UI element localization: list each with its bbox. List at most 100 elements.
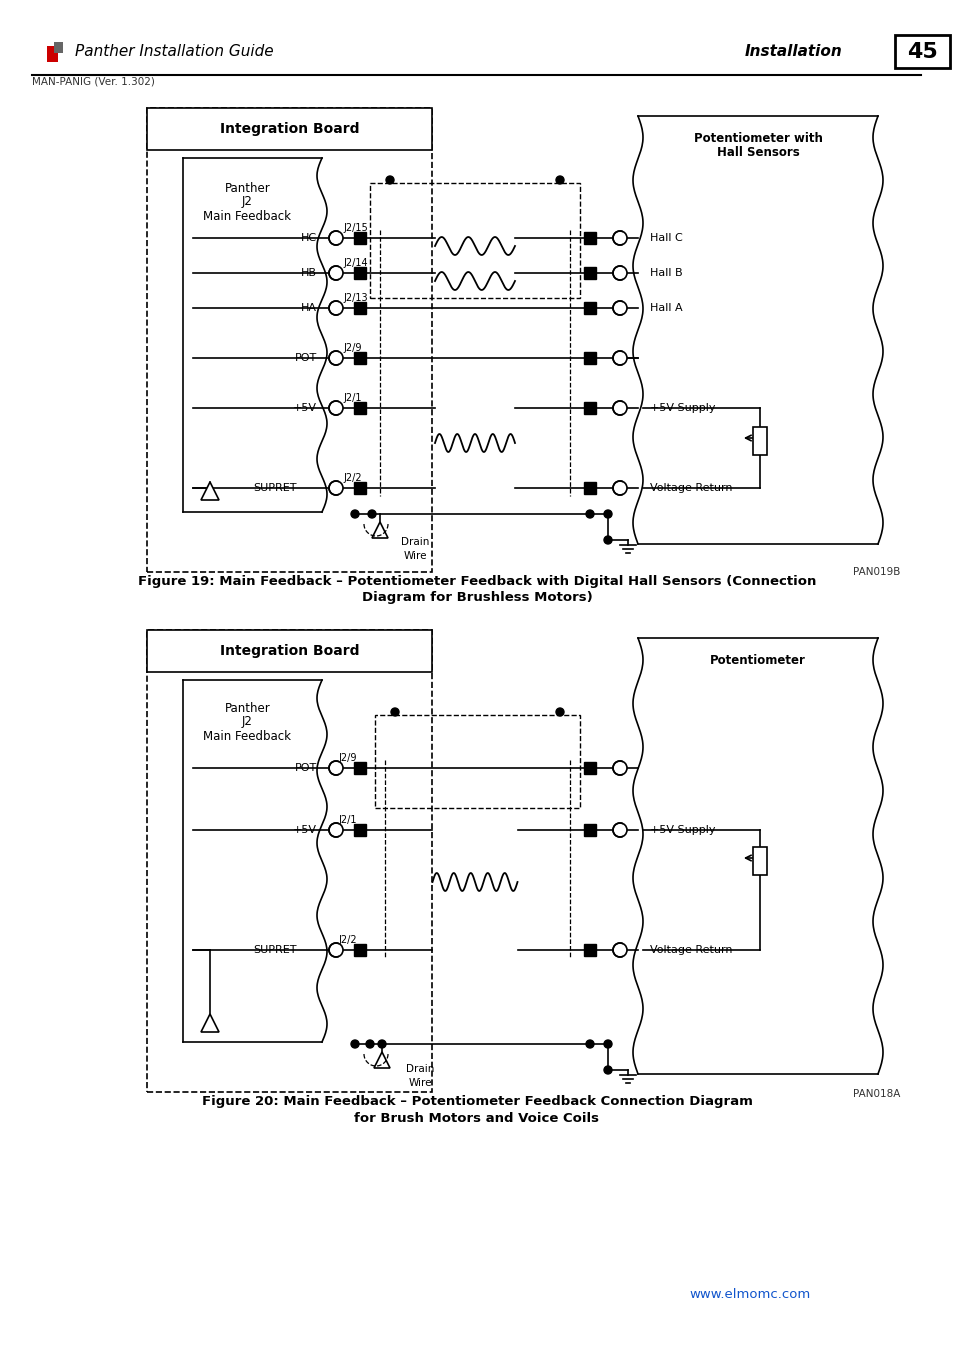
Bar [583, 232, 596, 244]
Text: Wire: Wire [403, 551, 426, 562]
Bar [375, 716, 579, 809]
Bar [354, 944, 366, 956]
Bar [354, 482, 366, 494]
Circle shape [603, 1040, 612, 1048]
Circle shape [368, 510, 375, 518]
Text: Integration Board: Integration Board [219, 644, 359, 657]
Text: J2: J2 [242, 196, 253, 208]
Text: SUPRET: SUPRET [253, 945, 296, 954]
Text: +5V Supply: +5V Supply [649, 825, 715, 836]
Text: Integration Board: Integration Board [219, 122, 359, 136]
Circle shape [329, 824, 343, 837]
Text: Voltage Return: Voltage Return [649, 945, 732, 954]
Bar [583, 402, 596, 414]
Text: Hall Sensors: Hall Sensors [716, 146, 799, 158]
Circle shape [329, 944, 343, 957]
Bar [752, 846, 766, 875]
Text: Drain: Drain [400, 537, 429, 547]
Circle shape [603, 1066, 612, 1075]
Bar [354, 402, 366, 414]
Text: Panther: Panther [224, 702, 270, 714]
Bar [752, 427, 766, 455]
Text: Main Feedback: Main Feedback [203, 729, 292, 742]
Text: Main Feedback: Main Feedback [203, 209, 292, 223]
Bar [147, 630, 432, 672]
Text: www.elmomc.com: www.elmomc.com [689, 1288, 810, 1301]
Text: Potentiometer with: Potentiometer with [693, 131, 821, 144]
Text: HA: HA [301, 302, 316, 313]
Text: 45: 45 [905, 42, 937, 62]
Text: J2/1: J2/1 [343, 393, 361, 404]
Circle shape [613, 301, 626, 315]
Text: PAN019B: PAN019B [852, 567, 899, 576]
Circle shape [329, 266, 343, 279]
Bar [583, 761, 596, 774]
Text: Figure 20: Main Feedback – Potentiometer Feedback Connection Diagram: Figure 20: Main Feedback – Potentiometer… [201, 1095, 752, 1108]
Text: Figure 19: Main Feedback – Potentiometer Feedback with Digital Hall Sensors (Con: Figure 19: Main Feedback – Potentiometer… [137, 575, 816, 589]
Text: J2/13: J2/13 [343, 293, 367, 302]
Circle shape [613, 481, 626, 495]
Text: Hall A: Hall A [649, 302, 682, 313]
Circle shape [613, 231, 626, 244]
Bar [583, 482, 596, 494]
Text: J2/2: J2/2 [337, 936, 356, 945]
Text: +5V: +5V [293, 825, 316, 836]
Text: J2/1: J2/1 [337, 815, 356, 825]
Circle shape [351, 1040, 358, 1048]
Text: POT: POT [294, 352, 316, 363]
Circle shape [391, 707, 398, 716]
Text: Diagram for Brushless Motors): Diagram for Brushless Motors) [361, 591, 592, 605]
Text: HC: HC [300, 234, 316, 243]
Polygon shape [372, 522, 388, 539]
Text: Panther Installation Guide: Panther Installation Guide [75, 43, 274, 58]
Circle shape [613, 351, 626, 364]
Bar [894, 35, 949, 68]
Bar [583, 352, 596, 365]
Circle shape [366, 1040, 374, 1048]
Text: POT: POT [294, 763, 316, 774]
Text: +5V: +5V [293, 404, 316, 413]
Text: Voltage Return: Voltage Return [649, 483, 732, 493]
Circle shape [585, 1040, 594, 1048]
Bar [354, 302, 366, 315]
Text: J2/15: J2/15 [343, 223, 367, 234]
Bar [354, 761, 366, 774]
Bar [354, 267, 366, 279]
Circle shape [613, 824, 626, 837]
Bar [54, 42, 63, 53]
Polygon shape [201, 1014, 219, 1031]
Circle shape [585, 510, 594, 518]
Text: for Brush Motors and Voice Coils: for Brush Motors and Voice Coils [355, 1111, 598, 1125]
Circle shape [556, 176, 563, 184]
Text: Wire: Wire [408, 1079, 432, 1088]
Text: J2/14: J2/14 [343, 258, 367, 269]
Circle shape [556, 707, 563, 716]
Bar [47, 46, 58, 62]
Bar [583, 302, 596, 315]
Bar [370, 184, 579, 298]
Bar [147, 630, 432, 1092]
Text: Hall C: Hall C [649, 234, 682, 243]
Circle shape [329, 231, 343, 244]
Circle shape [329, 401, 343, 414]
Circle shape [377, 1040, 386, 1048]
Circle shape [613, 401, 626, 414]
Text: SUPRET: SUPRET [253, 483, 296, 493]
Bar [147, 108, 432, 572]
Text: Hall B: Hall B [649, 269, 682, 278]
Text: MAN-PANIG (Ver. 1.302): MAN-PANIG (Ver. 1.302) [32, 77, 154, 86]
Text: J2/2: J2/2 [343, 472, 361, 483]
Circle shape [351, 510, 358, 518]
Circle shape [329, 351, 343, 364]
Text: PAN018A: PAN018A [852, 1089, 899, 1099]
Circle shape [603, 510, 612, 518]
Text: Installation: Installation [744, 43, 841, 58]
Text: Potentiometer: Potentiometer [709, 653, 805, 667]
Polygon shape [374, 1052, 390, 1068]
Text: Panther: Panther [224, 181, 270, 194]
Text: +5V Supply: +5V Supply [649, 404, 715, 413]
Text: J2/9: J2/9 [343, 343, 361, 352]
Circle shape [613, 761, 626, 775]
Bar [354, 352, 366, 365]
Bar [583, 824, 596, 836]
